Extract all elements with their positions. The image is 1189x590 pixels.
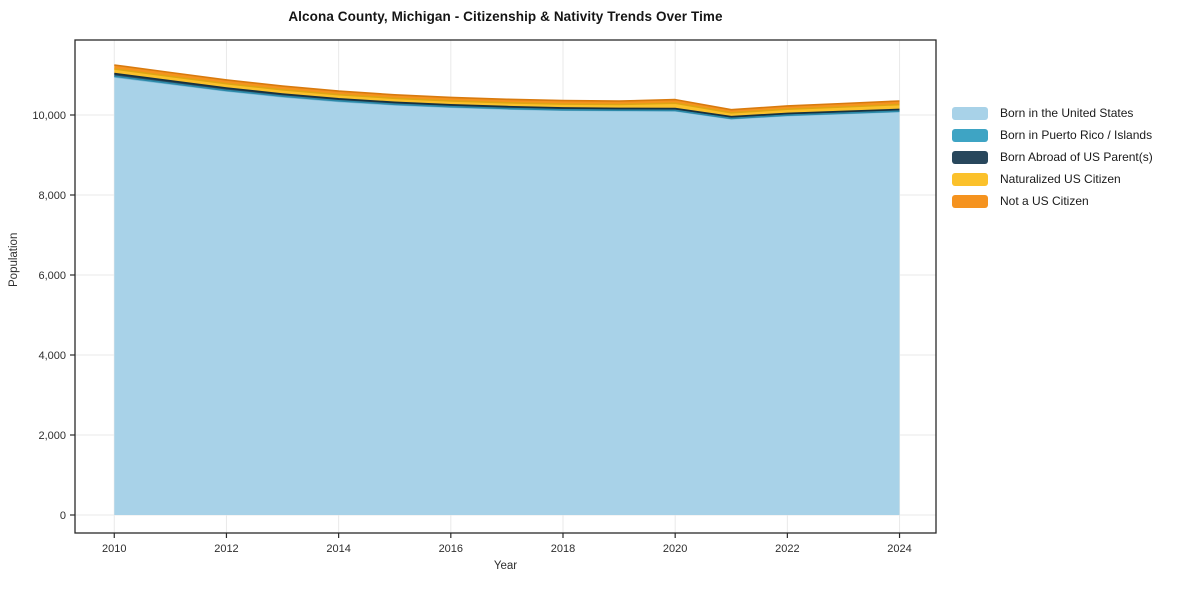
legend-swatch-born-abroad-of-us-parent-s xyxy=(952,150,988,164)
x-tick-label: 2016 xyxy=(439,543,463,555)
legend-item: Born in Puerto Rico / Islands xyxy=(952,128,1153,142)
legend-label: Naturalized US Citizen xyxy=(1000,172,1121,186)
legend-item: Born Abroad of US Parent(s) xyxy=(952,150,1153,164)
y-tick-label: 8,000 xyxy=(38,190,66,202)
legend-item: Not a US Citizen xyxy=(952,194,1153,208)
chart-title: Alcona County, Michigan - Citizenship & … xyxy=(288,9,723,24)
x-tick-label: 2014 xyxy=(326,543,350,555)
edge-born-abroad-of-us-parent-s xyxy=(114,72,900,118)
x-axis-label: Year xyxy=(493,560,518,572)
legend-label: Born in the United States xyxy=(1000,106,1134,120)
legend-item: Naturalized US Citizen xyxy=(952,172,1153,186)
legend-swatch-not-a-us-citizen xyxy=(952,194,988,208)
edge-naturalized-us-citizen xyxy=(114,68,900,114)
edge-not-a-us-citizen xyxy=(114,64,900,111)
x-tick-label: 2020 xyxy=(663,543,687,555)
x-tick-label: 2024 xyxy=(887,543,911,555)
legend-label: Born Abroad of US Parent(s) xyxy=(1000,150,1153,164)
x-tick-label: 2018 xyxy=(551,543,575,555)
area-born-in-the-united-states xyxy=(114,77,900,515)
x-tick-label: 2010 xyxy=(102,543,126,555)
legend-label: Born in Puerto Rico / Islands xyxy=(1000,128,1153,142)
y-tick-label: 10,000 xyxy=(32,110,66,122)
x-tick-label: 2022 xyxy=(775,543,799,555)
y-tick-label: 6,000 xyxy=(38,270,66,282)
legend-swatch-naturalized-us-citizen xyxy=(952,172,988,186)
y-tick-label: 2,000 xyxy=(38,430,66,442)
legend-label: Not a US Citizen xyxy=(1000,194,1089,208)
x-tick-label: 2012 xyxy=(214,543,238,555)
legend-swatch-born-in-puerto-rico-islands xyxy=(952,128,988,142)
legend-item: Born in the United States xyxy=(952,106,1153,120)
edge-born-in-puerto-rico-islands xyxy=(114,75,900,120)
y-axis-label: Population xyxy=(8,232,20,287)
legend-swatch-born-in-the-united-states xyxy=(952,106,988,120)
y-tick-label: 0 xyxy=(60,510,66,522)
plot-frame xyxy=(74,39,937,534)
legend: Born in the United States Born in Puerto … xyxy=(952,106,1153,208)
y-tick-label: 4,000 xyxy=(38,350,66,362)
